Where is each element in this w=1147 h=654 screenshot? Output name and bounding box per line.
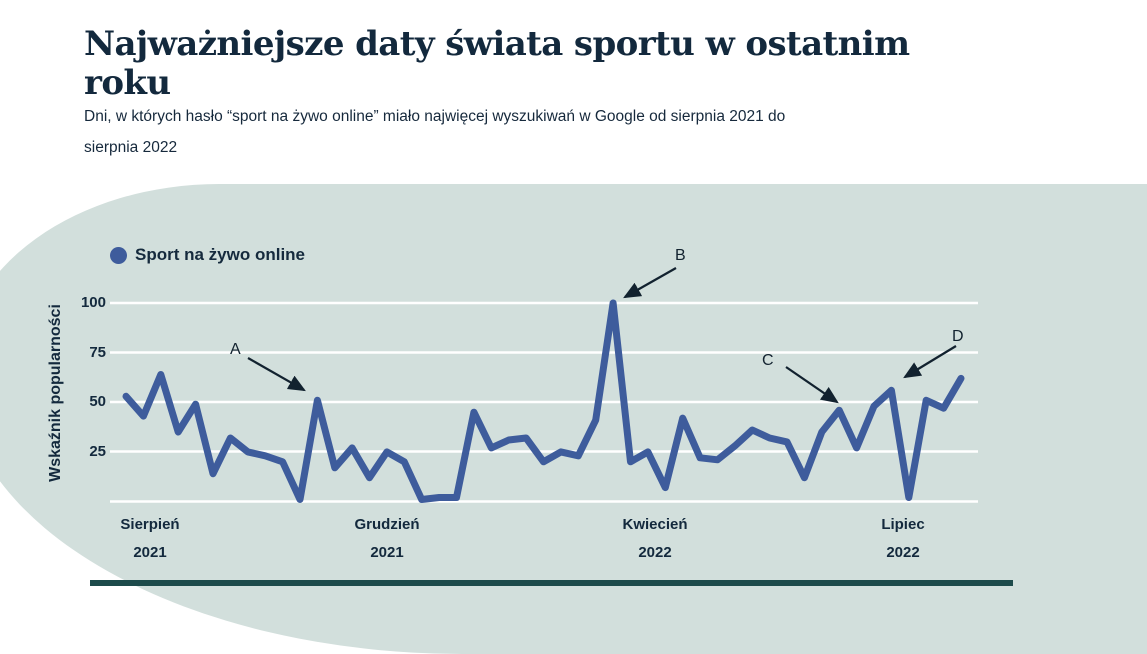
x-tick-year: 2022 — [638, 544, 672, 561]
y-tick-50: 50 — [89, 393, 106, 410]
legend-dot-icon — [110, 246, 127, 264]
x-tick-label: Kwiecień — [622, 516, 688, 533]
chart-background-blob — [0, 184, 1147, 654]
y-tick-25: 25 — [89, 443, 106, 460]
x-tick-label: Sierpień — [120, 516, 180, 533]
y-tick-75: 75 — [89, 343, 106, 361]
annotation-arrow-b — [623, 267, 677, 299]
gridlines — [110, 301, 978, 503]
x-tick-label: Grudzień — [354, 516, 420, 533]
legend-label: Sport na żywo online — [135, 245, 306, 264]
page-subtitle: Dni, w których hasło “sport na żywo onli… — [84, 101, 984, 163]
legend: Sport na żywo online — [110, 245, 305, 265]
page-title: Najważniejsze daty świata sportu w ostat… — [84, 23, 1064, 103]
x-tick-year: 2022 — [886, 544, 920, 561]
y-tick-100: 100 — [80, 294, 106, 311]
annotation-arrow-a — [247, 357, 306, 392]
x-tick-grudzien-2021: Grudzień 2021 — [317, 511, 457, 567]
x-tick-sierpien-2021: Sierpień 2021 — [80, 511, 220, 567]
annotation-arrow-c — [785, 366, 839, 404]
x-tick-lipiec-2022: Lipiec 2022 — [833, 511, 973, 567]
annotation-label-d: D — [952, 328, 964, 345]
bottom-teal-bar — [90, 580, 1013, 586]
annotation-arrow-d — [903, 345, 957, 379]
x-tick-label: Lipiec — [881, 516, 925, 533]
annotation-arrows — [247, 267, 957, 404]
line-series — [122, 299, 965, 503]
annotation-label-b: B — [675, 247, 686, 264]
x-tick-kwiecien-2022: Kwiecień 2022 — [585, 511, 725, 567]
page-title-line2: roku — [84, 62, 171, 103]
page-subtitle-line1: Dni, w których hasło “sport na żywo onli… — [84, 108, 786, 125]
annotation-label-c: C — [762, 352, 774, 369]
line-chart — [110, 267, 978, 503]
x-tick-year: 2021 — [133, 544, 167, 561]
page-subtitle-line2: sierpnia 2022 — [84, 139, 178, 156]
x-tick-year: 2021 — [370, 544, 404, 561]
page-title-line1: Najważniejsze daty świata sportu w ostat… — [84, 23, 910, 64]
annotation-label-a: A — [230, 341, 241, 358]
